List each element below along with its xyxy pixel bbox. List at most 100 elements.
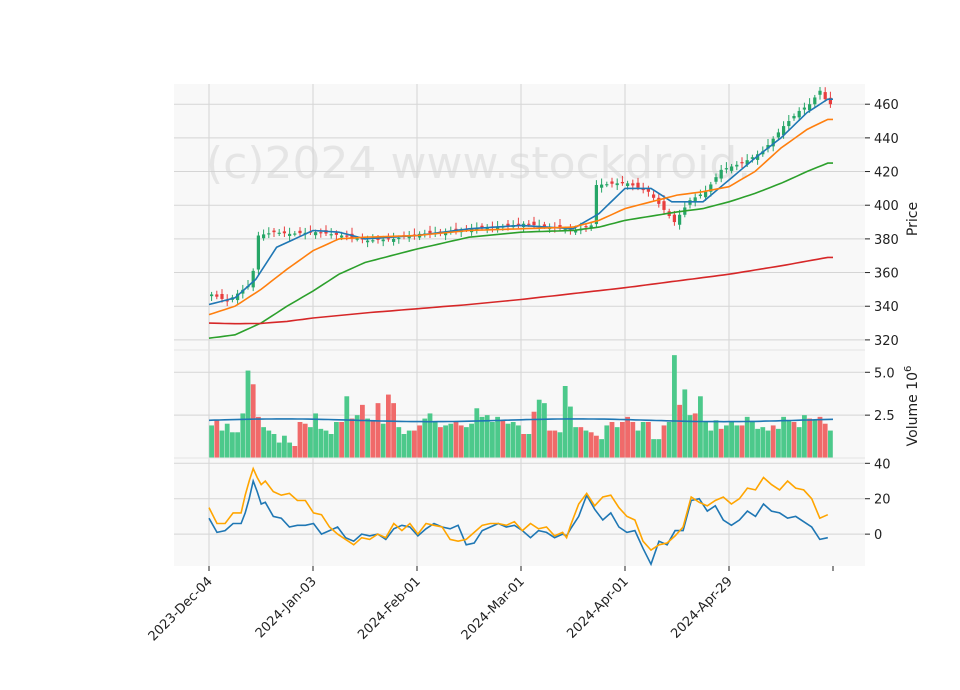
candle-body bbox=[709, 184, 713, 192]
indicator-panel-bg bbox=[174, 458, 865, 566]
candle-body bbox=[813, 97, 817, 105]
price-y-tick-label: 340 bbox=[874, 300, 899, 315]
candle-body bbox=[599, 184, 604, 188]
candle-body bbox=[818, 90, 822, 95]
volume-bar bbox=[339, 422, 344, 458]
candle-body bbox=[563, 229, 567, 231]
candle-body bbox=[657, 197, 661, 204]
volume-bar bbox=[531, 411, 537, 458]
candle-body bbox=[807, 104, 812, 111]
volume-bar bbox=[562, 386, 568, 458]
volume-bar bbox=[661, 425, 667, 458]
candle-body bbox=[797, 110, 801, 118]
candle-body bbox=[698, 194, 703, 197]
volume-bar bbox=[401, 434, 407, 458]
watermark-text: (c)2024 www.stockdroid. bbox=[206, 138, 751, 189]
volume-bar bbox=[453, 422, 459, 458]
x-tick-label: 2024-Jan-03 bbox=[253, 574, 320, 641]
volume-bar bbox=[822, 423, 828, 458]
volume-bar bbox=[765, 430, 771, 458]
volume-bar bbox=[552, 430, 558, 458]
candle-body bbox=[724, 168, 729, 170]
volume-bar bbox=[802, 415, 807, 458]
volume-bar bbox=[297, 422, 303, 458]
volume-bar bbox=[791, 422, 797, 458]
volume-bar bbox=[396, 427, 402, 458]
candle-body bbox=[672, 214, 677, 223]
volume-bar bbox=[573, 427, 578, 458]
volume-bar bbox=[422, 418, 428, 458]
volume-bar bbox=[386, 394, 391, 458]
candle-body bbox=[495, 227, 500, 231]
candle-body bbox=[209, 294, 214, 297]
volume-bar bbox=[500, 420, 506, 458]
candle-body bbox=[443, 232, 448, 236]
volume-bar bbox=[687, 415, 693, 458]
volume-bar bbox=[354, 415, 360, 458]
volume-bar bbox=[604, 425, 610, 458]
volume-bar bbox=[630, 422, 636, 458]
candle-body bbox=[787, 121, 791, 127]
volume-bar bbox=[521, 434, 526, 458]
candle-body bbox=[516, 223, 521, 225]
candle-body bbox=[745, 160, 749, 165]
volume-bar bbox=[458, 425, 464, 458]
candle-body bbox=[542, 224, 547, 227]
volume-bar bbox=[245, 370, 251, 458]
candle-body bbox=[532, 221, 536, 226]
grid-lines bbox=[174, 84, 865, 566]
volume-bar bbox=[412, 430, 417, 458]
candle-body bbox=[339, 235, 344, 238]
volume-bar bbox=[209, 425, 214, 458]
volume-bar bbox=[651, 439, 656, 458]
volume-bar bbox=[646, 422, 651, 458]
candle-body bbox=[345, 235, 349, 237]
candle-body bbox=[605, 184, 609, 186]
candle-body bbox=[256, 235, 261, 270]
price-y-tick-label: 460 bbox=[874, 98, 899, 113]
candle-body bbox=[506, 223, 510, 226]
volume-bar bbox=[240, 413, 246, 458]
candle-body bbox=[261, 234, 266, 239]
volume-bar bbox=[438, 427, 443, 458]
volume-bar bbox=[578, 427, 584, 458]
candle-body bbox=[319, 232, 323, 234]
volume-bar bbox=[786, 420, 792, 458]
candle-body bbox=[329, 234, 333, 236]
candle-body bbox=[391, 238, 396, 242]
candle-body bbox=[620, 181, 625, 184]
volume-bar bbox=[214, 420, 220, 458]
volume-bars bbox=[209, 355, 833, 458]
candle-body bbox=[397, 237, 401, 240]
candle-body bbox=[636, 182, 640, 188]
volume-bar bbox=[313, 413, 318, 458]
volume-bar bbox=[349, 418, 355, 458]
volume-bar bbox=[448, 423, 454, 458]
volume-bar bbox=[734, 425, 740, 458]
candle-body bbox=[485, 227, 489, 230]
x-tick-label: 2024-Mar-01 bbox=[459, 574, 528, 643]
volume-bar bbox=[469, 423, 474, 458]
volume-bar bbox=[510, 422, 516, 458]
candle-body bbox=[766, 145, 770, 149]
volume-bar bbox=[698, 396, 703, 458]
volume-bar bbox=[599, 439, 604, 458]
candle-body bbox=[573, 230, 578, 233]
candle-body bbox=[298, 230, 302, 234]
candle-body bbox=[272, 230, 276, 233]
volume-bar bbox=[536, 399, 542, 458]
candle-body bbox=[267, 233, 271, 235]
x-tick-label: 2024-Apr-01 bbox=[564, 574, 631, 641]
price-y-tick-label: 380 bbox=[874, 233, 899, 248]
candle-body bbox=[313, 232, 318, 236]
candle-body bbox=[610, 181, 614, 184]
volume-bar bbox=[609, 422, 615, 458]
candle-body bbox=[823, 92, 827, 100]
price-y-tick-label: 420 bbox=[874, 166, 899, 181]
candle-body bbox=[371, 240, 375, 242]
volume-bar bbox=[360, 404, 365, 458]
volume-bar bbox=[380, 423, 386, 458]
volume-bar bbox=[308, 427, 313, 458]
volume-bar bbox=[760, 427, 766, 458]
